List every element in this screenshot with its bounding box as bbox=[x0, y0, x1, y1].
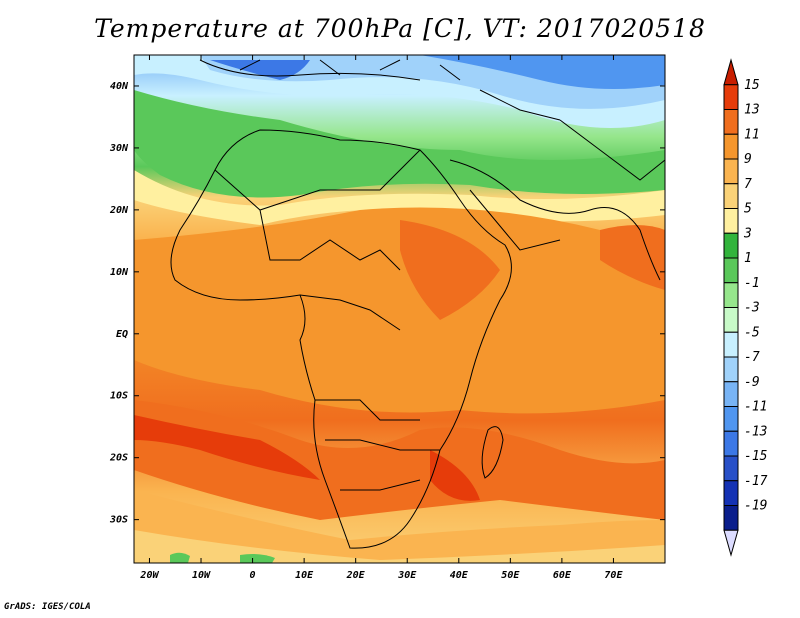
lat-tick-label: 10N bbox=[110, 267, 129, 278]
colorbar-label: 9 bbox=[744, 152, 752, 167]
colorbar-swatch bbox=[723, 356, 739, 383]
colorbar-swatch bbox=[723, 480, 739, 506]
colorbar-label: -9 bbox=[744, 375, 760, 390]
longitude-axis: 20W 10W 0 10E 20E 30E 40E 50E 60E 70E bbox=[139, 55, 623, 581]
colorbar-swatch bbox=[723, 109, 739, 135]
colorbar-label: -3 bbox=[744, 301, 760, 316]
colorbar-swatch bbox=[723, 208, 739, 234]
colorbar-label: 7 bbox=[744, 177, 752, 192]
lon-tick-label: 40E bbox=[450, 570, 469, 581]
lon-tick-label: 60E bbox=[553, 570, 572, 581]
colorbar-swatch bbox=[723, 282, 739, 308]
latitude-axis: 40N 30N 20N 10N EQ 10S 20S 30S bbox=[109, 81, 665, 526]
colorbar-label: 11 bbox=[744, 127, 760, 142]
lat-tick-label: 30N bbox=[109, 143, 129, 154]
colorbar-label: 3 bbox=[743, 226, 752, 241]
colorbar: 15 13 11 9 7 5 3 1 -1 -3 -5 -7 -9 -11 -13 -15 -17 -19 bbox=[723, 58, 768, 557]
colorbar-swatch bbox=[723, 257, 739, 284]
lon-tick-label: 10E bbox=[295, 570, 314, 581]
lat-tick-label: EQ bbox=[116, 329, 128, 340]
colorbar-swatch bbox=[723, 307, 739, 333]
lon-tick-label: 30E bbox=[397, 570, 417, 581]
lat-tick-label: 20S bbox=[109, 453, 128, 464]
colorbar-label: 15 bbox=[744, 78, 760, 93]
colorbar-swatch bbox=[723, 430, 739, 457]
lon-tick-label: 20E bbox=[346, 570, 366, 581]
colorbar-swatch bbox=[723, 455, 739, 482]
lon-tick-label: 0 bbox=[250, 570, 256, 581]
colorbar-label: -1 bbox=[744, 276, 760, 291]
colorbar-swatch bbox=[723, 183, 739, 209]
lon-tick-label: 20W bbox=[139, 570, 159, 581]
map-title: Temperature at 700hPa [C], VT: 201702051… bbox=[94, 14, 706, 43]
colorbar-label: 13 bbox=[744, 103, 760, 118]
lat-tick-label: 40N bbox=[110, 81, 129, 92]
colorbar-label: 1 bbox=[744, 251, 752, 266]
colorbar-swatch bbox=[723, 84, 739, 110]
colorbar-swatch bbox=[723, 406, 739, 432]
lon-tick-label: 70E bbox=[604, 570, 623, 581]
lat-tick-label: 30S bbox=[109, 515, 128, 526]
lon-tick-label: 10W bbox=[192, 570, 211, 581]
colorbar-swatch bbox=[723, 133, 739, 160]
colorbar-swatch bbox=[723, 232, 739, 259]
colorbar-arrow-top bbox=[723, 58, 739, 86]
colorbar-label: -11 bbox=[744, 400, 767, 415]
credit-text: GrADS: IGES/COLA bbox=[4, 602, 91, 612]
temperature-field bbox=[134, 55, 665, 563]
lon-tick-label: 50E bbox=[501, 570, 520, 581]
colorbar-label: -17 bbox=[744, 474, 768, 489]
colorbar-label: -15 bbox=[744, 449, 768, 464]
lat-tick-label: 10S bbox=[110, 391, 128, 402]
colorbar-label: -19 bbox=[744, 499, 767, 514]
colorbar-swatch bbox=[723, 381, 739, 407]
colorbar-swatch bbox=[723, 331, 739, 358]
colorbar-arrow-bottom bbox=[723, 529, 739, 557]
colorbar-label: -7 bbox=[744, 350, 760, 365]
colorbar-label: 5 bbox=[744, 202, 752, 217]
colorbar-swatch bbox=[723, 158, 739, 185]
lat-tick-label: 20N bbox=[109, 205, 129, 216]
colorbar-label: -5 bbox=[744, 325, 760, 340]
map-frame bbox=[133, 54, 666, 564]
colorbar-swatch bbox=[723, 505, 739, 531]
country-borders bbox=[170, 59, 665, 549]
colorbar-label: -13 bbox=[744, 424, 767, 439]
